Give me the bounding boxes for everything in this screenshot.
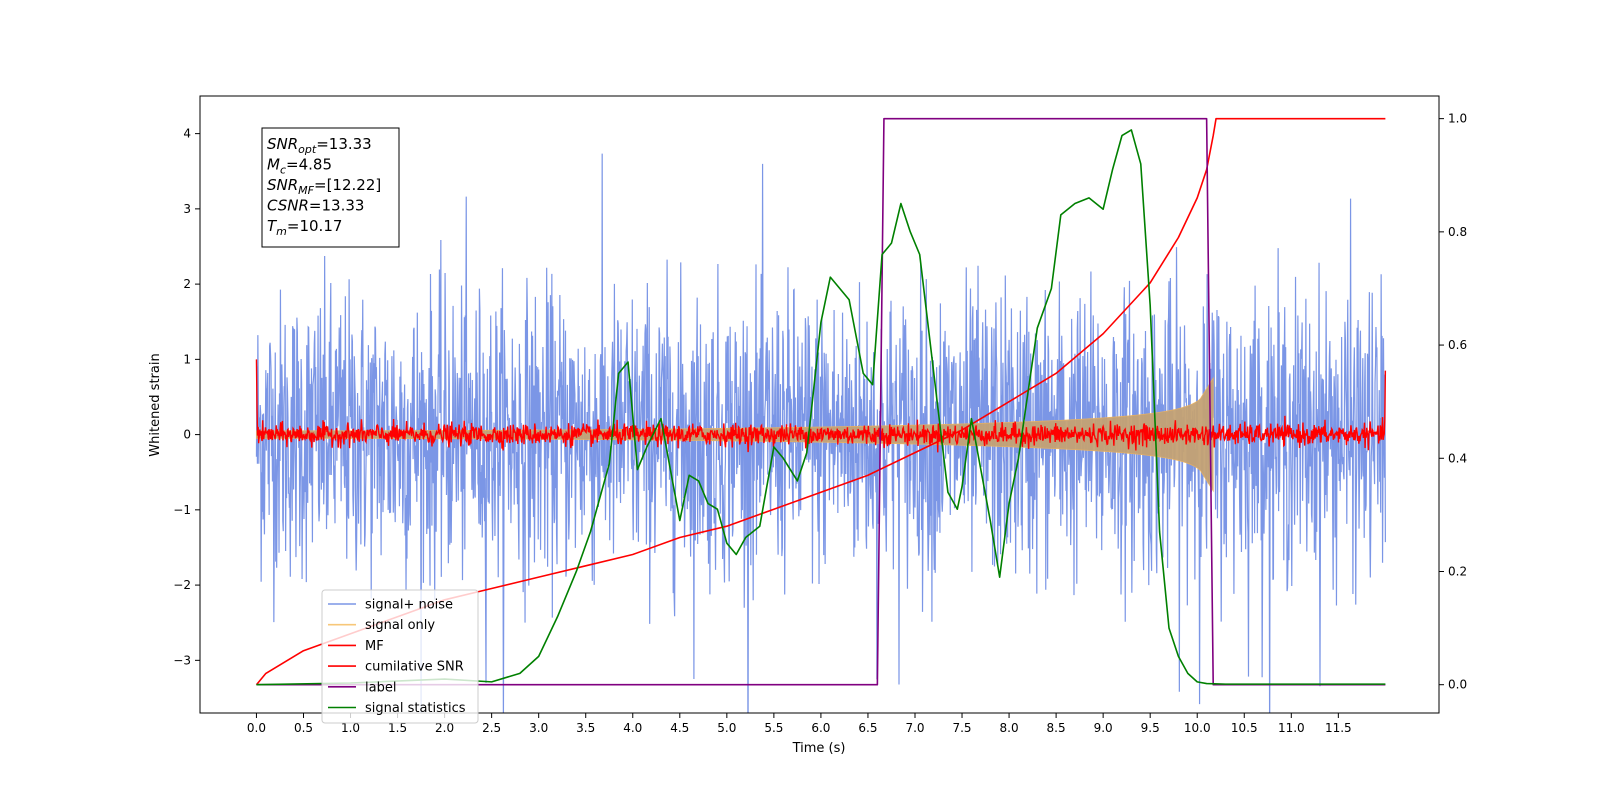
annotation-line: SNRMF=[12.22] bbox=[267, 176, 381, 197]
y-right-tick-label: 0.6 bbox=[1448, 338, 1467, 352]
y-left-tick-label: 3 bbox=[183, 202, 191, 216]
y-left-tick-label: −3 bbox=[173, 653, 191, 667]
x-tick-label: 4.0 bbox=[623, 721, 642, 735]
annotation-line: Mc=4.85 bbox=[267, 156, 332, 177]
x-tick-label: 8.5 bbox=[1047, 721, 1066, 735]
x-tick-label: 10.0 bbox=[1184, 721, 1211, 735]
x-tick-label: 7.0 bbox=[905, 721, 924, 735]
x-tick-label: 10.5 bbox=[1231, 721, 1258, 735]
y-right-tick-label: 0.4 bbox=[1448, 451, 1467, 465]
annotation-line: CSNR=13.33 bbox=[267, 197, 364, 215]
legend-label: signal only bbox=[365, 618, 435, 633]
y-left-tick-label: 2 bbox=[183, 277, 191, 291]
legend-label: cumilative SNR bbox=[365, 660, 464, 675]
y-right-tick-label: 0.0 bbox=[1448, 678, 1467, 692]
x-tick-label: 11.0 bbox=[1278, 721, 1305, 735]
x-tick-label: 3.0 bbox=[529, 721, 548, 735]
x-tick-label: 8.0 bbox=[1000, 721, 1019, 735]
x-axis-label: Time (s) bbox=[792, 741, 846, 756]
legend-label: MF bbox=[365, 639, 384, 654]
x-tick-label: 6.5 bbox=[858, 721, 877, 735]
annotation-line: SNRopt=13.33 bbox=[267, 135, 372, 156]
legend-label: signal+ noise bbox=[365, 598, 453, 613]
series-mf bbox=[255, 359, 1387, 453]
y-left-tick-label: 1 bbox=[183, 352, 191, 366]
y-left-tick-label: −1 bbox=[173, 503, 191, 517]
x-tick-label: 2.5 bbox=[482, 721, 501, 735]
y-right-tick-label: 0.8 bbox=[1448, 225, 1467, 239]
y-axis-label: Whitened strain bbox=[148, 353, 163, 456]
annotation-line: Tm=10.17 bbox=[267, 217, 342, 238]
legend bbox=[321, 589, 479, 724]
y-left-tick-label: −2 bbox=[173, 578, 191, 592]
y-right-tick-label: 0.2 bbox=[1448, 564, 1467, 578]
x-tick-label: 9.0 bbox=[1094, 721, 1113, 735]
x-tick-label: 4.5 bbox=[670, 721, 689, 735]
y-left-tick-label: 0 bbox=[183, 428, 191, 442]
axes-frame bbox=[199, 95, 1440, 714]
annotation-box bbox=[261, 127, 400, 248]
series-signal-statistics bbox=[256, 129, 1386, 686]
y-left-tick-label: 4 bbox=[183, 127, 191, 141]
x-tick-label: 11.5 bbox=[1325, 721, 1352, 735]
legend-label: signal statistics bbox=[365, 701, 466, 716]
x-tick-label: 5.5 bbox=[764, 721, 783, 735]
x-tick-label: 5.0 bbox=[717, 721, 736, 735]
x-tick-label: 9.5 bbox=[1141, 721, 1160, 735]
x-tick-label: 3.5 bbox=[576, 721, 595, 735]
x-tick-label: 1.0 bbox=[341, 721, 360, 735]
y-right-tick-label: 1.0 bbox=[1448, 112, 1467, 126]
x-tick-label: 6.0 bbox=[811, 721, 830, 735]
x-tick-label: 2.0 bbox=[435, 721, 454, 735]
x-tick-label: 0.0 bbox=[247, 721, 266, 735]
x-tick-label: 1.5 bbox=[388, 721, 407, 735]
x-tick-label: 7.5 bbox=[952, 721, 971, 735]
legend-label: label bbox=[365, 680, 396, 695]
x-tick-label: 0.5 bbox=[294, 721, 313, 735]
